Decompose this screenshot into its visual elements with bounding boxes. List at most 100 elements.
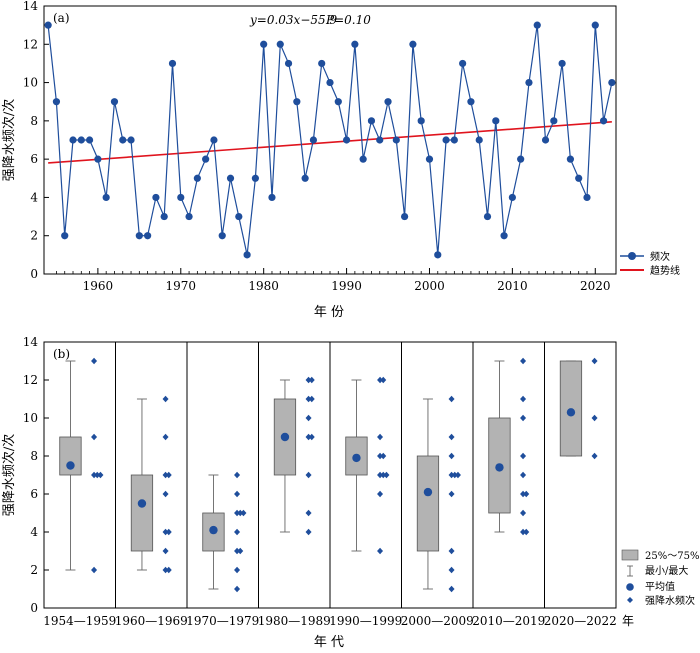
frequency-point xyxy=(523,490,530,498)
freq-point xyxy=(177,193,185,202)
frequency-point xyxy=(377,376,384,384)
freq-point xyxy=(450,136,458,144)
frequency-point xyxy=(162,547,169,555)
freq-point xyxy=(260,40,268,48)
freq-point xyxy=(94,155,102,163)
panel-b-xlabel: 年 代 xyxy=(314,635,344,650)
panel-b-label: (b) xyxy=(53,347,70,361)
freq-point xyxy=(425,155,434,163)
frequency-point xyxy=(448,566,455,574)
panel-a-ytick-label: 14 xyxy=(23,0,39,13)
frequency-point xyxy=(162,395,169,403)
freq-point xyxy=(85,136,94,144)
frequency-point xyxy=(377,471,384,479)
legend-box-swatch xyxy=(621,549,639,561)
decade-group-2000—2009: 2000—2009 xyxy=(401,342,474,628)
freq-point xyxy=(318,59,326,68)
frequency-point xyxy=(380,452,387,460)
freq-point xyxy=(467,98,475,106)
panel-a-label: (a) xyxy=(53,11,70,25)
decade-group-1954—1959: 1954—1959 xyxy=(43,357,116,628)
freq-point xyxy=(235,212,243,221)
panel-b-box-chart: (b) 0 2 4 6 8 10 12 14 1954—19591960—19691970—1… xyxy=(1,335,699,650)
freq-point xyxy=(533,21,541,29)
freq-point xyxy=(284,59,293,68)
panel-a-xtick-label: 2000 xyxy=(414,279,445,293)
freq-point xyxy=(276,40,284,48)
freq-point xyxy=(61,232,69,240)
freq-point xyxy=(293,98,301,106)
panel-a-line-chart: (a) y=0.03x−55.9 P=0.10 0 2 4 6 8 10 12 14 1960 1… xyxy=(1,0,680,320)
trend-p-value: P=0.10 xyxy=(325,13,371,27)
frequency-point xyxy=(448,585,455,593)
freq-point xyxy=(301,174,309,182)
freq-point xyxy=(367,117,376,125)
frequency-point xyxy=(234,509,241,517)
decade-label: 2010—2019 xyxy=(472,614,545,628)
legend-trend-label: 趋势线 xyxy=(650,264,680,277)
legend-point-label: 强降水频次 xyxy=(645,594,695,607)
frequency-point xyxy=(377,547,384,555)
freq-point xyxy=(135,232,143,240)
frequency-point xyxy=(305,471,312,479)
series-trend-line xyxy=(48,121,612,164)
freq-point xyxy=(417,117,425,125)
panel-a-xtick-label: 2010 xyxy=(497,279,528,293)
freq-point xyxy=(102,193,110,202)
decade-label: 1980—1989 xyxy=(258,614,331,628)
freq-point xyxy=(566,155,575,163)
freq-point xyxy=(168,59,177,68)
frequency-point xyxy=(520,395,527,403)
frequency-point xyxy=(162,566,169,574)
freq-point xyxy=(475,136,483,144)
decade-label: 2000—2009 xyxy=(401,614,474,628)
trend-equation: y=0.03x−55.9 xyxy=(249,13,337,27)
panel-a-ytick-label: 10 xyxy=(23,76,38,90)
panel-a-ytick-label: 4 xyxy=(30,190,38,204)
panel-a-xtick-label: 2020 xyxy=(580,279,611,293)
decade-group-1970—1979: 1970—1979 xyxy=(186,342,259,628)
freq-point xyxy=(483,212,492,221)
frequency-point xyxy=(377,490,384,498)
frequency-point xyxy=(165,471,172,479)
freq-point xyxy=(384,98,392,106)
freq-point xyxy=(202,155,210,163)
frequency-point xyxy=(305,395,312,403)
frequency-point xyxy=(91,566,98,574)
frequency-point xyxy=(448,490,455,498)
panel-a-ylabel: 强降水频次/次 xyxy=(1,99,17,181)
decade-label: 1970—1979 xyxy=(186,614,259,628)
freq-point xyxy=(210,136,218,144)
mean-marker xyxy=(423,487,433,497)
frequency-point xyxy=(234,547,241,555)
freq-point xyxy=(268,193,276,202)
legend-freq-label: 频次 xyxy=(650,250,670,263)
panel-a-ytick-label: 12 xyxy=(23,37,38,51)
freq-point xyxy=(334,98,342,106)
panel-b-ytick-label: 14 xyxy=(23,335,39,349)
frequency-point xyxy=(162,490,169,498)
freq-point xyxy=(326,78,334,87)
panel-a-ytick-label: 6 xyxy=(30,152,38,166)
frequency-point xyxy=(591,452,598,460)
panel-a-xlabel: 年 份 xyxy=(314,305,344,320)
freq-point xyxy=(193,174,201,182)
panel-a-xtick-label: 1980 xyxy=(248,279,279,293)
freq-point xyxy=(127,136,135,144)
panel-b-ytick-label: 4 xyxy=(30,525,38,539)
freq-point xyxy=(409,40,417,48)
freq-point xyxy=(525,78,533,87)
panel-a-xtick-label: 1960 xyxy=(83,279,114,293)
panel-b-x-suffix: 年 xyxy=(622,614,634,628)
frequency-point xyxy=(520,509,527,517)
frequency-point xyxy=(305,528,312,536)
panel-b-ytick-label: 10 xyxy=(23,411,38,425)
freq-point xyxy=(243,251,251,259)
freq-point xyxy=(119,136,127,144)
freq-point xyxy=(309,136,318,144)
freq-point xyxy=(144,232,152,240)
decade-group-2010—2019: 2010—2019 xyxy=(472,342,545,628)
freq-point xyxy=(500,232,508,240)
decade-group-2020—2022: 2020—2022 xyxy=(544,342,617,628)
frequency-point xyxy=(308,395,315,403)
